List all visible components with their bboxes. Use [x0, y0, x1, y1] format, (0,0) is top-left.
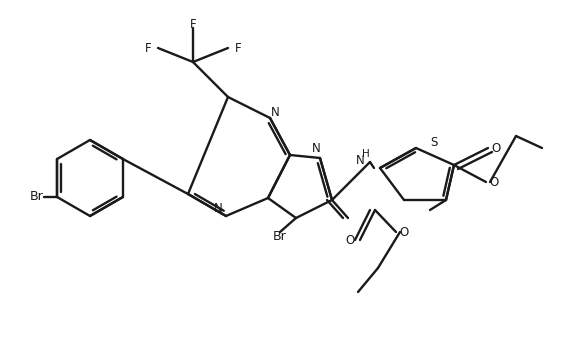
Text: O: O — [491, 142, 500, 154]
Text: O: O — [399, 225, 408, 238]
Text: N: N — [312, 142, 320, 154]
Text: F: F — [190, 17, 196, 30]
Text: O: O — [345, 234, 355, 247]
Text: N: N — [213, 202, 223, 214]
Text: Br: Br — [273, 231, 287, 243]
Text: O: O — [490, 176, 499, 189]
Text: N: N — [271, 105, 279, 119]
Text: F: F — [235, 42, 241, 55]
Text: S: S — [430, 135, 438, 148]
Text: F: F — [145, 42, 152, 55]
Text: N: N — [356, 153, 364, 166]
Text: Br: Br — [30, 191, 44, 204]
Text: H: H — [362, 149, 370, 159]
